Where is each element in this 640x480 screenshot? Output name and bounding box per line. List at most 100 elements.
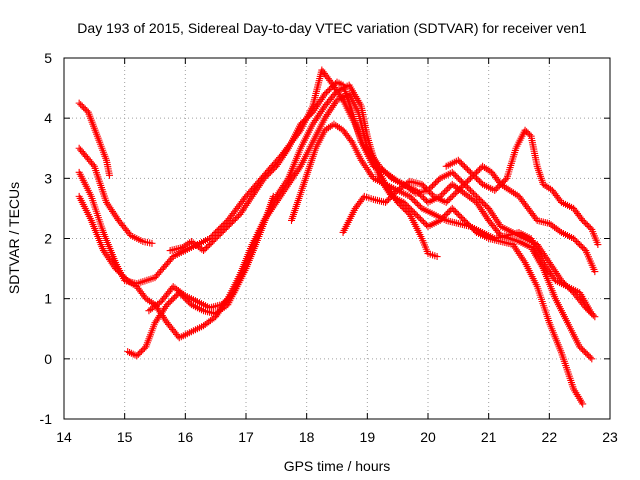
data-point — [412, 210, 420, 218]
data-point — [465, 176, 473, 184]
data-layer — [75, 66, 602, 408]
data-point — [113, 266, 121, 274]
data-point — [222, 224, 230, 232]
data-point — [498, 179, 506, 187]
data-point — [225, 293, 233, 301]
x-axis-label: GPS time / hours — [284, 458, 391, 474]
x-tick-label: 20 — [420, 429, 436, 445]
data-point — [426, 188, 434, 196]
data-point — [480, 200, 488, 208]
data-point — [219, 221, 227, 229]
data-point — [218, 301, 226, 309]
data-point — [266, 168, 274, 176]
data-point — [456, 212, 464, 220]
data-point — [89, 161, 97, 169]
data-point — [324, 87, 332, 95]
data-point — [421, 219, 429, 227]
data-point — [445, 195, 453, 203]
data-point — [585, 222, 593, 230]
data-point — [221, 219, 229, 227]
data-point — [391, 189, 399, 197]
data-point — [210, 236, 218, 244]
data-point — [394, 198, 402, 206]
data-point — [410, 209, 418, 217]
data-point — [155, 299, 163, 307]
data-point — [403, 207, 411, 215]
data-point — [106, 171, 113, 179]
data-point — [421, 195, 429, 203]
y-tick-label: 3 — [44, 170, 52, 186]
data-point — [263, 171, 271, 179]
data-point — [206, 241, 214, 249]
data-point — [269, 165, 277, 173]
data-point — [448, 168, 456, 176]
data-point — [415, 213, 423, 221]
data-point — [474, 176, 482, 184]
data-point — [471, 197, 479, 205]
data-point — [473, 168, 481, 176]
data-point — [204, 242, 212, 250]
data-point — [306, 111, 314, 119]
data-point — [494, 183, 502, 191]
data-point — [583, 221, 591, 229]
y-tick-label: 0 — [44, 351, 52, 367]
data-point — [407, 194, 415, 202]
data-point — [78, 102, 86, 110]
data-point — [172, 292, 180, 300]
data-point — [184, 298, 192, 306]
data-point — [136, 349, 144, 357]
data-point — [218, 228, 226, 236]
data-point — [216, 224, 224, 232]
data-point — [400, 204, 408, 212]
data-point — [579, 346, 587, 354]
data-point — [445, 183, 453, 191]
data-point — [576, 241, 584, 249]
data-point — [389, 191, 397, 199]
chart-title: Day 193 of 2015, Sidereal Day-to-day VTE… — [77, 20, 587, 36]
data-point — [404, 209, 412, 217]
data-point — [262, 173, 270, 181]
data-point — [441, 188, 449, 196]
data-point — [588, 310, 596, 318]
data-point — [433, 253, 441, 261]
data-point — [579, 400, 587, 408]
data-point — [413, 212, 421, 220]
data-point — [442, 198, 450, 206]
data-point — [470, 171, 477, 179]
data-point — [169, 295, 177, 303]
data-point — [582, 349, 590, 357]
x-tick-label: 15 — [117, 429, 133, 445]
data-point — [165, 299, 173, 307]
data-point — [429, 182, 437, 190]
data-point — [304, 113, 312, 121]
data-point — [404, 203, 412, 211]
data-point — [383, 197, 391, 205]
data-point — [442, 186, 450, 194]
data-point — [406, 204, 414, 212]
data-point — [410, 197, 418, 205]
data-point — [474, 194, 482, 202]
data-point — [382, 168, 390, 176]
data-point — [231, 215, 239, 223]
data-point — [215, 231, 223, 239]
data-point — [418, 216, 426, 224]
data-point — [491, 186, 499, 194]
data-point — [221, 298, 229, 306]
data-point — [422, 185, 430, 193]
data-point — [444, 197, 452, 205]
data-point — [326, 76, 334, 84]
data-point — [457, 183, 465, 191]
data-point — [265, 170, 273, 178]
data-point — [476, 177, 484, 185]
data-point — [227, 219, 235, 227]
data-point — [201, 245, 209, 253]
data-point — [576, 343, 584, 351]
data-point — [571, 236, 579, 244]
data-point — [457, 213, 465, 221]
data-point — [228, 218, 236, 226]
data-point — [482, 201, 490, 209]
data-point — [412, 198, 420, 206]
data-point — [395, 200, 403, 208]
data-point — [585, 352, 593, 360]
data-point — [430, 180, 438, 188]
